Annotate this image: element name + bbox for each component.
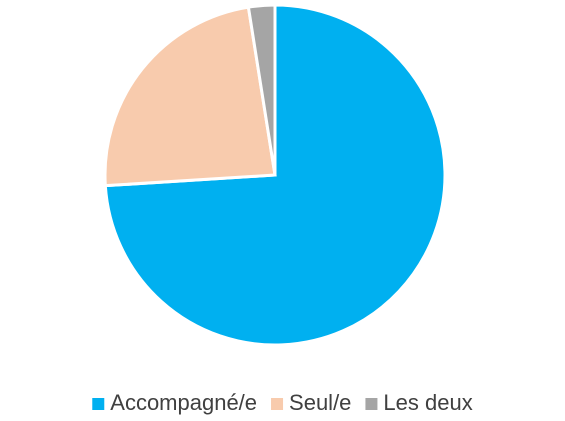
legend-label: Les deux	[383, 390, 472, 415]
pie-slice	[246, 3, 277, 176]
legend-swatch	[92, 398, 105, 410]
pie-slice	[103, 5, 277, 188]
legend-label: Accompagné/e	[110, 390, 257, 415]
legend-label: Seul/e	[289, 390, 351, 415]
legend-swatch	[365, 398, 378, 410]
legend-swatch	[271, 398, 284, 410]
